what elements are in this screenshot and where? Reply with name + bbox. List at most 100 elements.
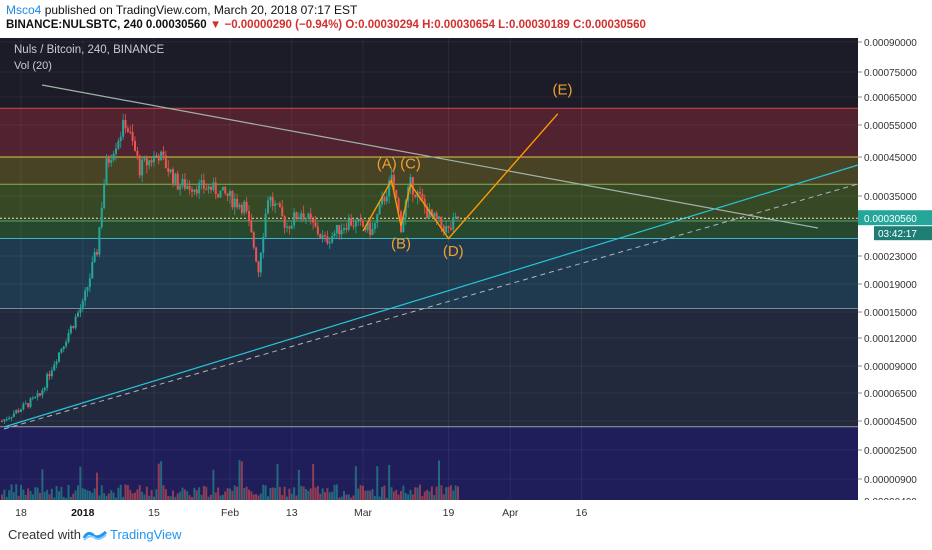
time-tick-label: Feb	[221, 507, 239, 519]
volume-bar	[96, 472, 98, 500]
candle-body	[65, 341, 68, 347]
candle-body	[440, 216, 443, 226]
descending-trendline	[41, 84, 819, 229]
candle-body	[77, 312, 79, 317]
volume-bar	[274, 487, 277, 500]
symbol-ohlc-line: BINANCE:NULSBTC, 240 0.00030560 ▼ −0.000…	[6, 19, 646, 31]
volume-bar	[316, 485, 319, 500]
volume-bar	[17, 495, 20, 500]
candle-body	[188, 185, 191, 190]
volume-bar	[136, 489, 139, 500]
candle-body	[409, 177, 412, 188]
fib-band	[0, 157, 858, 185]
fib-band	[0, 221, 858, 239]
volume-bar	[338, 497, 341, 500]
volume-bar	[354, 466, 357, 500]
candle-body	[226, 193, 229, 197]
author-link[interactable]: Msco4	[6, 3, 42, 17]
volume-bar	[376, 466, 379, 500]
volume-bar	[454, 485, 457, 500]
price-tick-label: 0.00023000	[864, 252, 917, 263]
candle-body	[160, 151, 163, 161]
volume-bar	[347, 494, 350, 500]
candle-body	[326, 236, 329, 244]
volume-label: Vol (20)	[14, 60, 52, 72]
candle-body	[172, 169, 174, 184]
volume-bar	[359, 485, 362, 500]
volume-bar	[210, 494, 212, 500]
volume-bar	[364, 490, 367, 500]
volume-bar	[193, 487, 196, 500]
candle-body	[345, 228, 348, 230]
tradingview-brand-link[interactable]: TradingView	[110, 527, 182, 542]
volume-bar	[233, 485, 236, 500]
candle-body	[207, 186, 210, 190]
candle-body	[274, 203, 277, 206]
candle-body	[210, 186, 212, 190]
volume-bar	[343, 491, 345, 500]
candle-body	[445, 226, 448, 233]
time-tick-label: 18	[15, 507, 27, 519]
wave-projection-line	[362, 113, 559, 240]
volume-bar	[150, 490, 153, 500]
volume-bar	[305, 489, 307, 500]
volume-bar	[198, 487, 201, 500]
volume-bar	[229, 488, 231, 500]
candle-body	[305, 218, 307, 220]
volume-bar	[255, 494, 258, 500]
candle-body	[167, 167, 170, 172]
price-axis-panel	[858, 38, 932, 506]
candle-body	[371, 228, 374, 235]
candle-body	[293, 212, 296, 226]
candle-body	[48, 374, 51, 377]
volume-bar	[84, 489, 87, 500]
candle-body	[91, 261, 94, 279]
candle-body	[435, 213, 438, 219]
candle-body	[229, 191, 231, 197]
volume-bar	[324, 492, 326, 500]
price-chart[interactable]: (A) (C)(B) (D)(E) 0.000900000.000750000.00…	[0, 38, 932, 519]
candle-body	[426, 206, 429, 219]
volume-bar	[236, 486, 239, 500]
candle-body	[359, 218, 362, 221]
candle-body	[29, 398, 32, 407]
candle-body	[267, 200, 269, 214]
candle-body	[107, 158, 110, 163]
volume-bar	[362, 485, 364, 500]
candle-body	[129, 131, 132, 133]
volume-bar	[58, 491, 60, 500]
volume-bar	[250, 491, 253, 500]
volume-bar	[426, 489, 429, 500]
price-tick-label: 0.00004500	[864, 417, 917, 428]
volume-bar	[262, 484, 265, 500]
candle-body	[24, 403, 27, 405]
volume-bar	[145, 486, 148, 500]
candle-body	[162, 151, 165, 156]
wave-lines	[362, 113, 559, 240]
volume-bar	[91, 492, 94, 500]
candle-body	[174, 173, 177, 184]
candle-body	[262, 236, 265, 253]
chart-area[interactable]: (A) (C) (B) (D) (E) 0.00090000 0.00075000 0.00…	[0, 38, 932, 519]
candle-body	[153, 155, 155, 163]
fib-band	[0, 238, 858, 309]
volume-bar	[331, 491, 334, 500]
volume-bar	[290, 493, 293, 500]
candle-body	[236, 198, 239, 208]
candle-body	[117, 141, 120, 149]
volume-bar	[169, 496, 172, 500]
candle-body	[428, 209, 431, 219]
volume-bar	[224, 491, 227, 500]
volume-bar	[433, 495, 436, 500]
price-tick-label: 0.00065000	[864, 93, 917, 104]
candle-body	[217, 194, 220, 198]
candle-body	[100, 207, 103, 228]
candle-body	[283, 215, 286, 228]
price-tick-label: 0.00090000	[864, 38, 917, 49]
candle-body	[145, 158, 148, 166]
candle-body	[354, 220, 357, 227]
volume-bar	[421, 495, 424, 500]
candle-body	[62, 346, 65, 349]
candle-body	[414, 194, 417, 197]
volume-bar	[39, 492, 41, 500]
